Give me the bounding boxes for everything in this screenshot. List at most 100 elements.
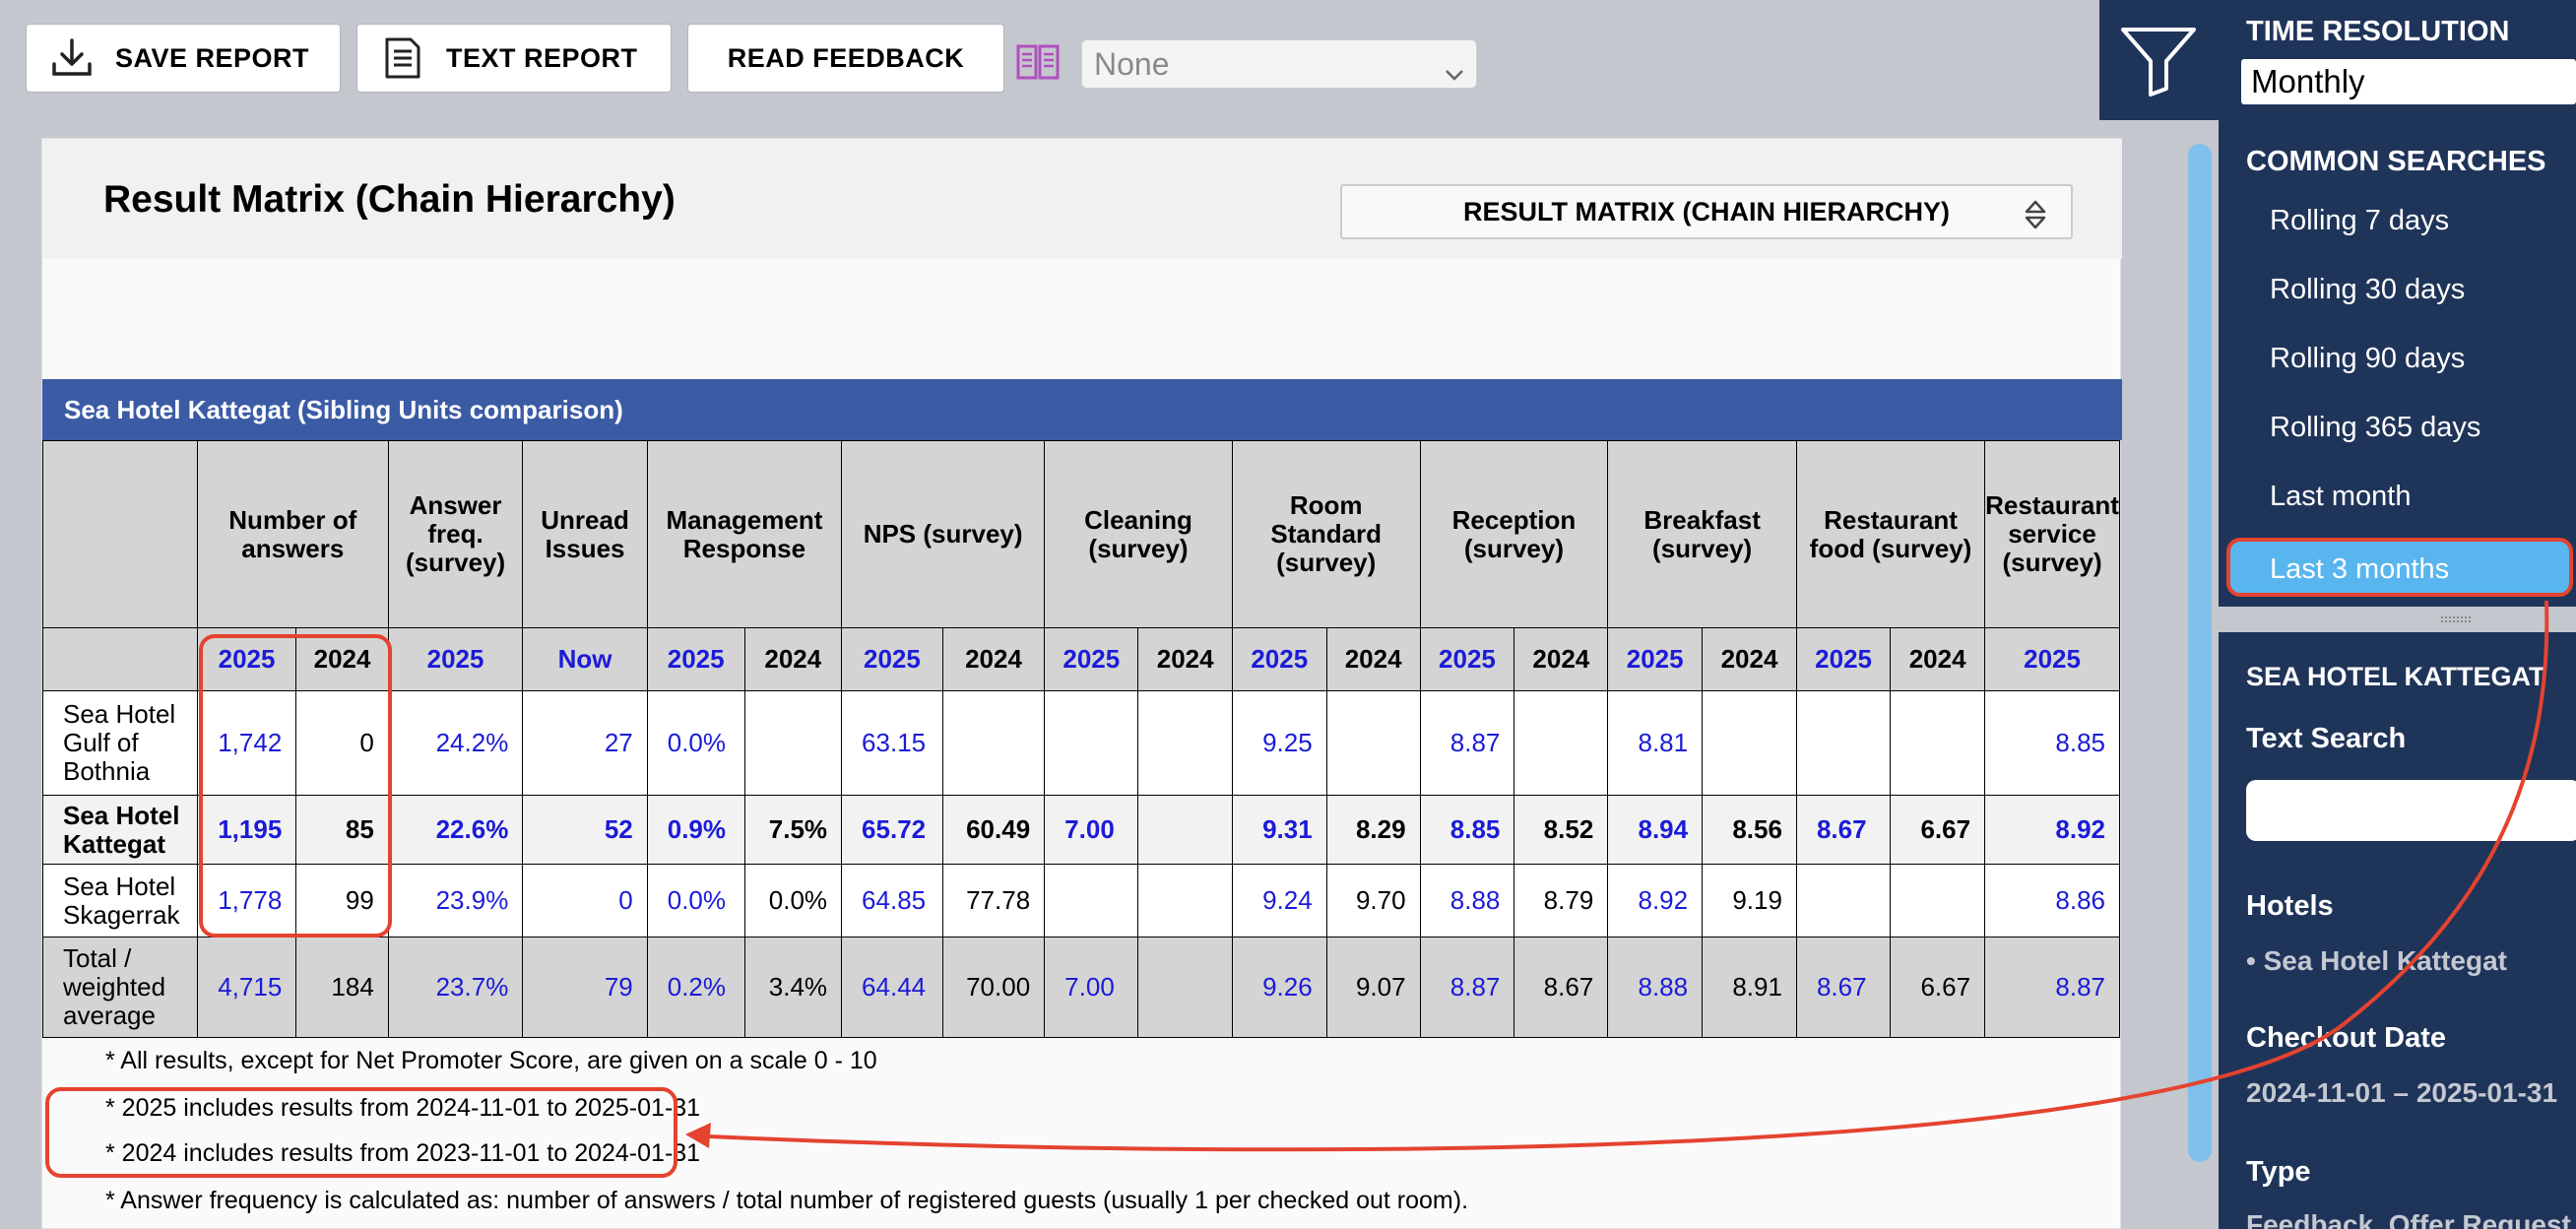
cell-clean-2024[interactable]: [1137, 937, 1233, 1038]
book-icon[interactable]: [1016, 42, 1060, 82]
cell-mgmt-2025[interactable]: 0.0%: [646, 690, 745, 796]
cell-clean-2024[interactable]: [1137, 864, 1233, 938]
panel-splitter[interactable]: [2219, 607, 2576, 632]
cell-room-2025[interactable]: 9.26: [1231, 937, 1327, 1038]
cell-unread[interactable]: 0: [522, 864, 648, 938]
report-selector[interactable]: None: [1081, 39, 1477, 89]
cell-unread[interactable]: 52: [522, 795, 648, 865]
cell-room-2024[interactable]: 9.70: [1325, 864, 1421, 938]
cell-freq-2025[interactable]: 23.9%: [387, 864, 524, 938]
header-restaurant-service[interactable]: Restaurant service (survey): [1984, 440, 2120, 628]
search-rolling-30[interactable]: Rolling 30 days: [2270, 274, 2466, 305]
cell-recep-2024[interactable]: 8.52: [1513, 795, 1609, 865]
cell-serv-2025[interactable]: 8.92: [1984, 795, 2120, 865]
header-management-response[interactable]: Management Response: [646, 440, 843, 628]
cell-nps-2025[interactable]: 64.44: [841, 937, 943, 1038]
cell-unread[interactable]: 27: [522, 690, 648, 796]
cell-nps-2025[interactable]: 63.15: [841, 690, 943, 796]
cell-mgmt-2025[interactable]: 0.0%: [646, 864, 745, 938]
cell-recep-2025[interactable]: 8.88: [1419, 864, 1515, 938]
checkout-date-value[interactable]: 2024-11-01 – 2025-01-31: [2246, 1077, 2558, 1108]
cell-freq-2025[interactable]: 22.6%: [387, 795, 524, 865]
view-selector[interactable]: RESULT MATRIX (CHAIN HIERARCHY): [1340, 184, 2073, 239]
cell-answers-2024[interactable]: 99: [295, 864, 389, 938]
cell-nps-2024[interactable]: [941, 690, 1046, 796]
cell-recep-2025[interactable]: 8.87: [1419, 937, 1515, 1038]
header-nps[interactable]: NPS (survey): [841, 440, 1046, 628]
cell-food-2025[interactable]: 8.67: [1795, 795, 1892, 865]
cell-unread[interactable]: 79: [522, 937, 648, 1038]
cell-nps-2024[interactable]: 70.00: [941, 937, 1046, 1038]
cell-answers-2025[interactable]: 1,742: [196, 690, 297, 796]
cell-mgmt-2024[interactable]: 7.5%: [743, 795, 843, 865]
cell-room-2025[interactable]: 9.24: [1231, 864, 1327, 938]
cell-nps-2025[interactable]: 64.85: [841, 864, 943, 938]
row-unit-name[interactable]: Sea Hotel Skagerrak: [42, 864, 198, 938]
cell-bfast-2025[interactable]: 8.94: [1607, 795, 1704, 865]
cell-mgmt-2024[interactable]: 3.4%: [743, 937, 843, 1038]
cell-serv-2025[interactable]: 8.85: [1984, 690, 2120, 796]
cell-clean-2024[interactable]: [1137, 690, 1233, 796]
cell-clean-2025[interactable]: [1044, 864, 1139, 938]
header-reception[interactable]: Reception (survey): [1419, 440, 1609, 628]
search-last-3-months[interactable]: Last 3 months: [2226, 538, 2573, 597]
time-resolution-select[interactable]: Monthly: [2241, 59, 2576, 104]
cell-nps-2024[interactable]: 77.78: [941, 864, 1046, 938]
search-rolling-90[interactable]: Rolling 90 days: [2270, 343, 2466, 374]
cell-answers-2025[interactable]: 4,715: [196, 937, 297, 1038]
cell-food-2025[interactable]: 8.67: [1795, 937, 1892, 1038]
cell-mgmt-2024[interactable]: [743, 690, 843, 796]
cell-bfast-2025[interactable]: 8.92: [1607, 864, 1704, 938]
cell-bfast-2024[interactable]: [1702, 690, 1797, 796]
header-cleaning[interactable]: Cleaning (survey): [1044, 440, 1233, 628]
header-room-standard[interactable]: Room Standard (survey): [1231, 440, 1421, 628]
cell-answers-2024[interactable]: 85: [295, 795, 389, 865]
cell-answers-2024[interactable]: 184: [295, 937, 389, 1038]
cell-recep-2024[interactable]: 8.79: [1513, 864, 1609, 938]
cell-clean-2025[interactable]: 7.00: [1044, 795, 1139, 865]
cell-bfast-2024[interactable]: 8.91: [1702, 937, 1797, 1038]
search-rolling-7[interactable]: Rolling 7 days: [2270, 205, 2450, 236]
type-value[interactable]: Feedback, Offer Request: [2246, 1209, 2571, 1229]
cell-answers-2025[interactable]: 1,778: [196, 864, 297, 938]
header-unread-issues[interactable]: Unread Issues: [522, 440, 648, 628]
cell-answers-2024[interactable]: 0: [295, 690, 389, 796]
cell-room-2024[interactable]: 9.07: [1325, 937, 1421, 1038]
cell-room-2025[interactable]: 9.25: [1231, 690, 1327, 796]
cell-mgmt-2025[interactable]: 0.2%: [646, 937, 745, 1038]
text-report-button[interactable]: TEXT REPORT: [356, 24, 672, 93]
cell-bfast-2025[interactable]: 8.81: [1607, 690, 1704, 796]
cell-mgmt-2025[interactable]: 0.9%: [646, 795, 745, 865]
row-unit-name[interactable]: Sea Hotel Kattegat: [42, 795, 198, 865]
cell-serv-2025[interactable]: 8.86: [1984, 864, 2120, 938]
cell-clean-2025[interactable]: [1044, 690, 1139, 796]
cell-room-2025[interactable]: 9.31: [1231, 795, 1327, 865]
cell-serv-2025[interactable]: 8.87: [1984, 937, 2120, 1038]
header-breakfast[interactable]: Breakfast (survey): [1607, 440, 1797, 628]
cell-mgmt-2024[interactable]: 0.0%: [743, 864, 843, 938]
cell-freq-2025[interactable]: 23.7%: [387, 937, 524, 1038]
filter-icon[interactable]: [2117, 22, 2200, 98]
cell-nps-2025[interactable]: 65.72: [841, 795, 943, 865]
header-number-of-answers[interactable]: Number of answers: [196, 440, 389, 628]
cell-bfast-2025[interactable]: 8.88: [1607, 937, 1704, 1038]
cell-food-2024[interactable]: 6.67: [1890, 795, 1986, 865]
search-last-month[interactable]: Last month: [2270, 481, 2412, 512]
text-search-input[interactable]: [2246, 780, 2576, 841]
save-report-button[interactable]: SAVE REPORT: [26, 24, 341, 93]
cell-recep-2025[interactable]: 8.85: [1419, 795, 1515, 865]
cell-recep-2025[interactable]: 8.87: [1419, 690, 1515, 796]
cell-bfast-2024[interactable]: 9.19: [1702, 864, 1797, 938]
cell-room-2024[interactable]: 8.29: [1325, 795, 1421, 865]
row-unit-name[interactable]: Sea Hotel Gulf of Bothnia: [42, 690, 198, 796]
cell-freq-2025[interactable]: 24.2%: [387, 690, 524, 796]
row-unit-name[interactable]: Total / weighted average: [42, 937, 198, 1038]
cell-room-2024[interactable]: [1325, 690, 1421, 796]
cell-bfast-2024[interactable]: 8.56: [1702, 795, 1797, 865]
cell-food-2024[interactable]: [1890, 864, 1986, 938]
hotels-value[interactable]: • Sea Hotel Kattegat: [2246, 945, 2507, 976]
scrollbar[interactable]: [2188, 144, 2212, 1162]
cell-food-2025[interactable]: [1795, 690, 1892, 796]
cell-nps-2024[interactable]: 60.49: [941, 795, 1046, 865]
cell-food-2024[interactable]: 6.67: [1890, 937, 1986, 1038]
